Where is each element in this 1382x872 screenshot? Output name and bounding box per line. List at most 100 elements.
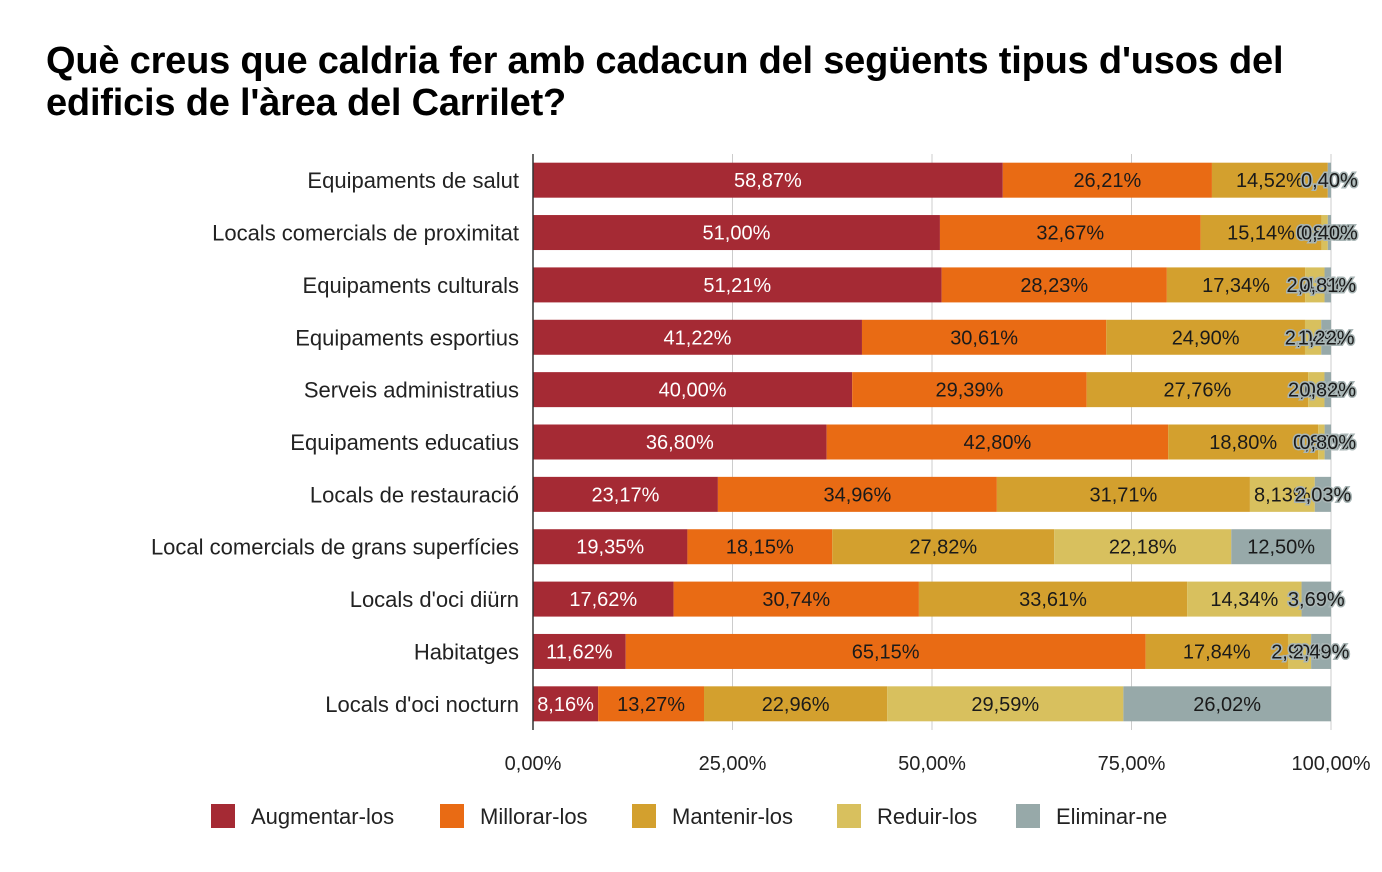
data-label: 3,69% <box>1288 589 1345 611</box>
data-label: 26,02% <box>1193 694 1261 716</box>
x-tick-label: 100,00% <box>1292 753 1371 775</box>
data-label: 41,22% <box>664 327 732 349</box>
category-label: Equipaments culturals <box>303 273 519 298</box>
data-label: 32,67% <box>1036 223 1104 245</box>
category-label: Serveis administratius <box>304 378 519 403</box>
data-label: 2,03% <box>1295 484 1352 506</box>
bar-segment <box>1304 319 1322 355</box>
bar-segment <box>533 424 827 460</box>
legend-swatch <box>632 804 656 828</box>
data-label: 2,90% <box>1271 641 1328 663</box>
category-label: Locals de restauració <box>310 482 519 507</box>
bar-segment <box>625 633 1146 669</box>
data-label: 28,23% <box>1020 275 1088 297</box>
data-label: 18,15% <box>726 537 794 559</box>
data-label: 65,15% <box>852 641 920 663</box>
bar-segment <box>704 686 888 722</box>
data-label: 0,80% <box>1296 223 1353 245</box>
data-label: 15,14% <box>1227 223 1295 245</box>
data-label: 29,59% <box>971 694 1039 716</box>
data-label: 1,22% <box>1298 327 1355 349</box>
bar-segment <box>996 476 1250 512</box>
bar-segment <box>1324 372 1331 408</box>
data-label: 12,50% <box>1247 537 1315 559</box>
legend-label: Augmentar-los <box>251 804 394 829</box>
bar-segment <box>918 581 1188 617</box>
data-label: 2,42% <box>1287 275 1344 297</box>
bar-segment <box>1211 162 1328 198</box>
bar-segment <box>887 686 1124 722</box>
category-label: Equipaments esportius <box>295 325 519 350</box>
bar-segment <box>673 581 919 617</box>
bar-segment <box>1305 267 1325 303</box>
x-tick-label: 0,00% <box>505 753 562 775</box>
data-label: 51,00% <box>703 223 771 245</box>
category-label: Locals d'oci nocturn <box>325 692 519 717</box>
bar-segment <box>533 633 626 669</box>
bar-segment <box>533 215 940 251</box>
category-label: Locals d'oci diürn <box>350 587 519 612</box>
bar-segment <box>533 372 853 408</box>
data-label: 42,80% <box>964 432 1032 454</box>
bar-segment <box>1318 424 1325 460</box>
bar-segment <box>533 319 862 355</box>
data-label: 30,61% <box>950 327 1018 349</box>
bar-segment <box>861 319 1107 355</box>
bar-segment <box>1166 267 1306 303</box>
bar-segment <box>852 372 1087 408</box>
data-label: 18,80% <box>1209 432 1277 454</box>
category-label: Habitatges <box>414 639 519 664</box>
category-label: Locals comercials de proximitat <box>212 221 519 246</box>
legend-label: Mantenir-los <box>672 804 793 829</box>
bar-segment <box>533 476 718 512</box>
data-label: 23,17% <box>592 484 660 506</box>
data-label: 19,35% <box>576 537 644 559</box>
data-label: 17,62% <box>569 589 637 611</box>
bar-segment <box>1168 424 1319 460</box>
data-label: 0,40% <box>1301 170 1358 192</box>
bar-segment <box>1311 633 1331 669</box>
bar-segment <box>941 267 1167 303</box>
data-label: 22,18% <box>1109 537 1177 559</box>
data-label: 0,81% <box>1299 275 1356 297</box>
x-tick-label: 50,00% <box>898 753 966 775</box>
x-axis: 0,00% 25,00% 50,00% 75,00% 100,00% <box>505 753 1371 775</box>
category-label: Equipaments de salut <box>307 168 519 193</box>
bar-segment <box>939 215 1201 251</box>
bar-segment <box>1187 581 1302 617</box>
bar-segment <box>1308 372 1325 408</box>
data-label: 22,96% <box>762 694 830 716</box>
data-label: 34,96% <box>823 484 891 506</box>
bar-segments <box>533 162 1331 722</box>
data-label: 26,21% <box>1073 170 1141 192</box>
bar-segment <box>1314 476 1331 512</box>
bar-segment <box>1002 162 1212 198</box>
bar-segment <box>1145 633 1288 669</box>
bar-segment <box>533 162 1003 198</box>
data-label: 29,39% <box>936 380 1004 402</box>
data-label: 8,13% <box>1254 484 1311 506</box>
bar-segment <box>1200 215 1322 251</box>
data-label: 40,00% <box>659 380 727 402</box>
data-label: 36,80% <box>646 432 714 454</box>
data-label: 27,82% <box>909 537 977 559</box>
bar-segment <box>1249 476 1315 512</box>
data-label: 0,80% <box>1299 432 1356 454</box>
bar-segment <box>1086 372 1309 408</box>
data-label: 8,16% <box>537 694 594 716</box>
data-label: 17,84% <box>1183 641 1251 663</box>
segment-labels: 58,87% 26,21% 14,52%0,40%51,00% 32,67% 15,14… <box>537 169 1359 716</box>
bar-segment <box>717 476 997 512</box>
bar-segment <box>533 267 942 303</box>
legend-swatch <box>440 804 464 828</box>
bar-segment <box>1324 424 1331 460</box>
bar-segment <box>1123 686 1331 722</box>
bar-segment <box>1106 319 1305 355</box>
bar-segment <box>832 529 1055 565</box>
data-label: 30,74% <box>762 589 830 611</box>
data-label: 0,40% <box>1301 223 1358 245</box>
data-label: 33,61% <box>1019 589 1087 611</box>
legend-label: Millorar-los <box>480 804 588 829</box>
legend-label: Eliminar-ne <box>1056 804 1167 829</box>
